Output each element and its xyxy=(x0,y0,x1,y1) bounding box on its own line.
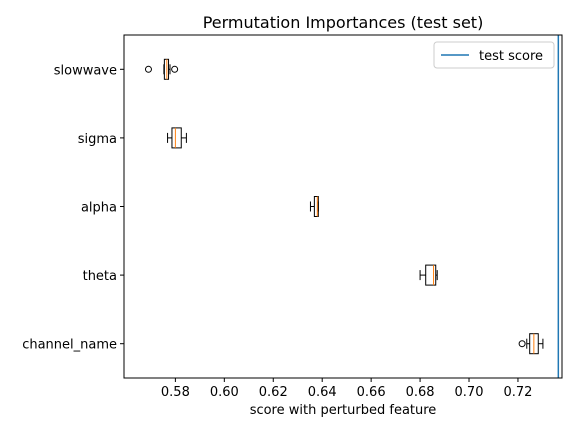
x-tick-label: 0.62 xyxy=(259,385,288,400)
x-tick-label: 0.66 xyxy=(357,385,386,400)
x-tick-label: 0.58 xyxy=(161,385,190,400)
x-tick-label: 0.60 xyxy=(210,385,239,400)
box-channel_name xyxy=(518,333,544,355)
x-tick-label: 0.72 xyxy=(503,385,532,400)
x-tick-label: 0.70 xyxy=(455,385,484,400)
x-tick-label: 0.68 xyxy=(406,385,435,400)
y-tick-label-slowwave: slowwave xyxy=(54,63,117,78)
iqr-box-alpha xyxy=(313,196,319,217)
box-slowwave xyxy=(144,58,179,80)
legend: test score xyxy=(433,41,555,69)
legend-label-test-score: test score xyxy=(479,49,543,64)
y-tick-label-sigma: sigma xyxy=(78,132,117,147)
y-tick-label-theta: theta xyxy=(83,269,117,284)
iqr-box-theta xyxy=(425,264,437,286)
chart-title: Permutation Importances (test set) xyxy=(203,13,484,32)
y-tick-label-alpha: alpha xyxy=(81,201,117,216)
box-theta xyxy=(419,264,438,286)
x-axis-label: score with perturbed feature xyxy=(250,403,437,418)
legend-frame xyxy=(433,41,555,69)
axes: 0.58 0.60 0.62 0.64 0.66 0.68 0.70 0.72 slowwave… xyxy=(22,63,532,400)
plot-frame xyxy=(123,34,563,379)
outlier-slowwave-0 xyxy=(144,65,152,73)
x-tick-label: 0.64 xyxy=(308,385,337,400)
plot-area xyxy=(144,35,560,378)
outlier-slowwave-1 xyxy=(171,65,179,73)
y-tick-label-channel_name: channel_name xyxy=(22,338,117,353)
box-alpha xyxy=(309,196,319,217)
box-sigma xyxy=(167,127,187,149)
outlier-channel_name-0 xyxy=(518,340,526,348)
iqr-box-sigma xyxy=(171,127,182,149)
